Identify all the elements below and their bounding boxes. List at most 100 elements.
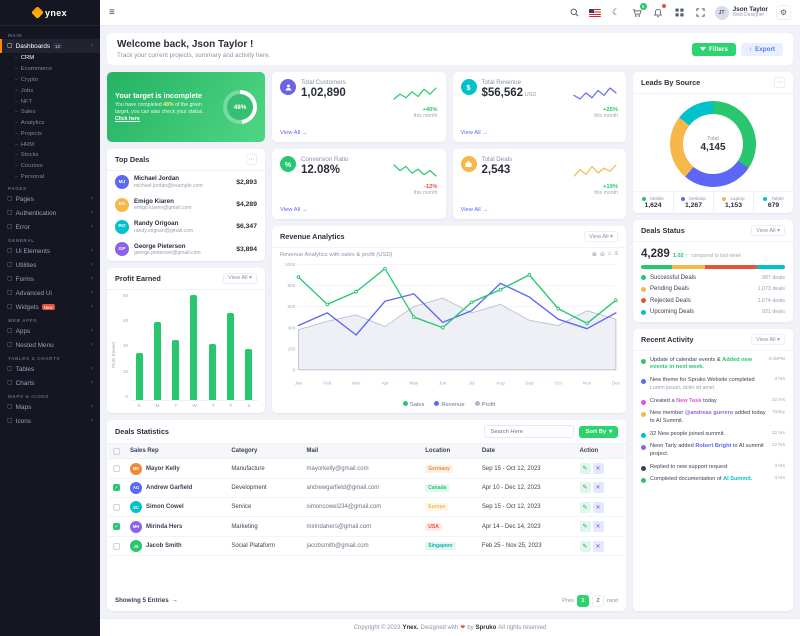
footer-company-link[interactable]: Spruko bbox=[475, 624, 497, 631]
sidebar-item-forms[interactable]: ▢ Forms › bbox=[0, 272, 100, 286]
sidebar-item-ui-elements[interactable]: ▢ Ui Elements › bbox=[0, 244, 100, 258]
sort-by-button[interactable]: Sort By ▾ bbox=[579, 425, 618, 438]
edit-icon[interactable]: ✎ bbox=[579, 463, 591, 475]
dark-mode-moon-icon[interactable]: ☾ bbox=[612, 7, 621, 17]
click-here-link[interactable]: Click here bbox=[115, 116, 140, 122]
deal-list-item[interactable]: GP George Pieterson george.pieterson@gmail… bbox=[107, 238, 265, 260]
view-all-link[interactable]: View All → bbox=[280, 130, 308, 136]
edit-icon[interactable]: ✎ bbox=[579, 501, 591, 513]
edit-icon[interactable]: ✎ bbox=[579, 521, 591, 533]
row-checkbox[interactable]: ✓ bbox=[113, 523, 120, 531]
home-reset-icon[interactable]: ⌂ bbox=[607, 251, 612, 257]
deal-list-item[interactable]: MJ Michael Jordan michael.jordan@example.c… bbox=[107, 171, 265, 193]
page-button-1[interactable]: 1 bbox=[577, 594, 590, 607]
edit-icon[interactable]: ✎ bbox=[579, 482, 591, 494]
export-button[interactable]: ↑ Export bbox=[740, 42, 783, 56]
zoom-out-icon[interactable]: ⊖ bbox=[599, 252, 605, 258]
search-input[interactable] bbox=[484, 425, 575, 439]
delete-icon[interactable]: ✕ bbox=[592, 482, 604, 494]
filters-button[interactable]: Filters bbox=[691, 42, 736, 56]
view-all-link[interactable]: View All → bbox=[460, 130, 489, 136]
left-main-column: Your target is incomplete You have compl… bbox=[107, 72, 626, 611]
sidebar-item-tables[interactable]: ▢ Tables › bbox=[0, 362, 100, 376]
sparkline-chart bbox=[573, 164, 617, 177]
row-checkbox[interactable]: ✓ bbox=[113, 484, 120, 492]
dash-icon: – bbox=[15, 87, 18, 94]
sidebar-item-apps[interactable]: ▢ Apps › bbox=[0, 324, 100, 338]
prev-page-link[interactable]: Prev bbox=[562, 597, 575, 604]
delete-icon[interactable]: ✕ bbox=[592, 540, 604, 552]
sidebar-item-label: Dashboards bbox=[15, 42, 51, 50]
profit-view-all[interactable]: View All ▾ bbox=[223, 272, 257, 284]
delete-icon[interactable]: ✕ bbox=[592, 521, 604, 533]
view-all-link[interactable]: View All → bbox=[280, 207, 308, 213]
hamburger-menu-icon[interactable]: ≡ bbox=[109, 7, 115, 18]
row-checkbox[interactable] bbox=[113, 503, 120, 511]
widgets-icon: ▢ bbox=[7, 304, 13, 311]
sidebar-item-nested-menu[interactable]: ▢ Nested Menu › bbox=[0, 338, 100, 352]
view-all-link[interactable]: View All → bbox=[460, 207, 489, 213]
content-columns: Your target is incomplete You have compl… bbox=[107, 72, 793, 611]
brand-logo[interactable]: ynex bbox=[0, 0, 100, 26]
sidebar-subitem-stocks[interactable]: – Stocks bbox=[0, 150, 100, 161]
top-deals-options-icon[interactable]: ⋯ bbox=[246, 154, 257, 165]
revenue-view-all[interactable]: View All ▾ bbox=[584, 231, 618, 242]
stat-period: this month bbox=[413, 113, 438, 119]
select-all-checkbox[interactable] bbox=[113, 447, 120, 455]
y-tick-label: 80 bbox=[123, 292, 128, 298]
delete-icon[interactable]: ✕ bbox=[592, 501, 604, 513]
zoom-in-icon[interactable]: ⊕ bbox=[591, 252, 597, 258]
sidebar-subitem-projects[interactable]: – Projects bbox=[0, 128, 100, 139]
sidebar-item-pages[interactable]: ▢ Pages › bbox=[0, 192, 100, 206]
sidebar-subitem-courses[interactable]: – Courses bbox=[0, 161, 100, 172]
next-page-link[interactable]: next bbox=[607, 597, 618, 604]
sidebar-item-icons[interactable]: ▢ Icons › bbox=[0, 414, 100, 428]
recent-activity-view-all[interactable]: View All ▾ bbox=[751, 334, 785, 345]
apps-grid-icon[interactable] bbox=[673, 6, 686, 19]
sidebar-subitem-analytics[interactable]: – Analytics bbox=[0, 118, 100, 129]
sidebar-subitem-nft[interactable]: – NFT bbox=[0, 96, 100, 107]
footer: Copyright © 2023 Ynex. Designed with ❤ b… bbox=[100, 618, 800, 636]
sidebar-item-advanced-ui[interactable]: ▢ Advanced Ui › bbox=[0, 286, 100, 300]
sidebar-item-utilities[interactable]: ▢ Utilities › bbox=[0, 258, 100, 272]
sidebar-item-charts[interactable]: ▢ Charts › bbox=[0, 376, 100, 390]
sidebar-subitem-personal[interactable]: – Personal bbox=[0, 172, 100, 183]
user-menu[interactable]: JT Json Taylor Web Designer bbox=[714, 5, 768, 20]
deals-status-view-all[interactable]: View All ▾ bbox=[751, 225, 785, 236]
sidebar-item-maps[interactable]: ▢ Maps › bbox=[0, 400, 100, 414]
settings-gear-icon[interactable]: ⚙ bbox=[776, 5, 791, 20]
sidebar-item-widgets[interactable]: ▢ Widgets New › bbox=[0, 300, 100, 314]
sidebar-subitem-label: Crypto bbox=[20, 76, 39, 83]
sidebar-item-authentication[interactable]: ▢ Authentication › bbox=[0, 206, 100, 220]
deals-status-card: Deals Status View All ▾ 4,289 1.02 ↑ com… bbox=[633, 220, 793, 322]
sidebar-item-error[interactable]: ▢ Error › bbox=[0, 220, 100, 234]
sidebar-subitem-sales[interactable]: – Sales bbox=[0, 107, 100, 118]
page-button-2[interactable]: 2 bbox=[592, 594, 605, 607]
deal-list-item[interactable]: EK Emigo Kiaren emigo.kiaren@gmail.com $4,2… bbox=[107, 193, 265, 215]
dash-icon: – bbox=[15, 173, 18, 180]
sidebar-item-dashboards[interactable]: ▢ Dashboards 12 › bbox=[0, 39, 100, 53]
deal-list-item[interactable]: RO Randy Origoan randy.origoan@gmail.com $6… bbox=[107, 216, 265, 238]
sidebar-subitem-hrm[interactable]: – HRM bbox=[0, 139, 100, 150]
sidebar-subitem-label: Sales bbox=[20, 109, 36, 116]
sidebar-subitem-jobs[interactable]: – Jobs bbox=[0, 85, 100, 96]
notifications-bell-icon[interactable] bbox=[652, 4, 666, 19]
row-checkbox[interactable] bbox=[113, 465, 120, 473]
language-flag-icon[interactable] bbox=[589, 6, 602, 19]
chart-menu-icon[interactable]: ≡ bbox=[614, 251, 618, 257]
delete-icon[interactable]: ✕ bbox=[592, 463, 604, 475]
sidebar-subitem-crypto[interactable]: – Crypto bbox=[0, 75, 100, 86]
chevron-right-icon: › bbox=[91, 262, 93, 269]
stat-card-top: $ Total Revenue $56,562 USD bbox=[460, 79, 619, 99]
stat-label: Total Revenue bbox=[481, 79, 522, 86]
leads-options-icon[interactable]: ⋯ bbox=[774, 77, 785, 88]
sidebar-subitem-ecommerce[interactable]: – Ecommerce bbox=[0, 64, 100, 75]
cart-icon[interactable]: 5 bbox=[631, 3, 647, 19]
sidebar-subitem-crm[interactable]: – CRM bbox=[0, 53, 100, 64]
search-icon[interactable] bbox=[568, 6, 581, 19]
row-checkbox[interactable] bbox=[113, 542, 120, 550]
edit-icon[interactable]: ✎ bbox=[579, 540, 591, 552]
pages-icon: ▢ bbox=[7, 196, 13, 203]
activity-item: 32 New people joined summit. 22 hrs bbox=[641, 428, 785, 441]
fullscreen-icon[interactable] bbox=[694, 6, 707, 19]
